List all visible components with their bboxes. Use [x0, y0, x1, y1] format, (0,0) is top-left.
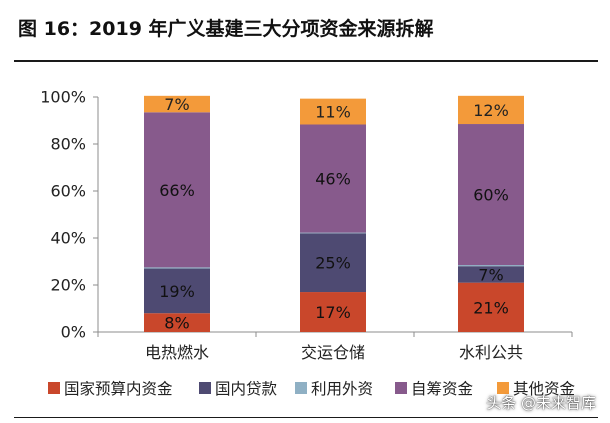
legend-label: 其他资金 — [513, 380, 576, 398]
bar-segment — [144, 313, 210, 332]
data-label: 25% — [315, 254, 351, 273]
bar-segment — [458, 266, 524, 283]
data-label: 66% — [159, 181, 195, 200]
legend-swatch — [48, 382, 60, 394]
bar-segment — [144, 112, 210, 268]
bar-segment — [300, 292, 366, 332]
legend-swatch — [497, 382, 509, 394]
y-tick-label: 100% — [40, 88, 86, 107]
legend-swatch — [199, 382, 211, 394]
bar-segment — [144, 268, 210, 314]
bottom-rule — [14, 417, 598, 418]
bar-segment — [458, 282, 524, 332]
figure-title: 图 16：2019 年广义基建三大分项资金来源拆解 — [18, 18, 434, 40]
y-tick-label: 40% — [50, 229, 86, 248]
data-label: 7% — [478, 265, 503, 284]
data-label: 8% — [164, 314, 189, 333]
x-tick-label: 交运仓储 — [301, 343, 365, 362]
y-tick-label: 20% — [50, 276, 86, 295]
bar-segment — [300, 124, 366, 233]
data-label: 60% — [473, 186, 509, 205]
legend-label: 国家预算内资金 — [64, 379, 173, 398]
data-label: 17% — [315, 303, 351, 322]
legend-swatch — [395, 382, 407, 394]
bar-segment — [144, 95, 210, 113]
data-label: 11% — [315, 103, 351, 122]
bar-segment — [300, 233, 366, 293]
bar-segment — [300, 232, 366, 234]
x-tick-label: 电热燃水 — [145, 343, 209, 362]
data-label: 12% — [473, 101, 509, 120]
y-tick-label: 60% — [50, 182, 86, 201]
data-label: 19% — [159, 282, 195, 301]
y-tick-label: 80% — [50, 135, 86, 154]
data-label: 7% — [164, 95, 189, 114]
x-tick-label: 水利公共 — [459, 343, 523, 362]
data-label: 46% — [315, 170, 351, 189]
legend-label: 利用外资 — [311, 380, 373, 398]
watermark: 头条 @未来智库 — [486, 394, 596, 412]
bar-segment — [144, 267, 210, 269]
bar-segment — [300, 98, 366, 125]
bar-segment — [458, 124, 524, 266]
legend-label: 国内贷款 — [215, 380, 278, 398]
bar-segment — [458, 265, 524, 267]
title-rule — [14, 60, 598, 62]
legend-label: 自筹资金 — [411, 380, 474, 398]
y-tick-label: 0% — [61, 323, 86, 342]
bar-segment — [458, 95, 524, 125]
data-label: 21% — [473, 298, 509, 317]
legend-swatch — [295, 382, 307, 394]
